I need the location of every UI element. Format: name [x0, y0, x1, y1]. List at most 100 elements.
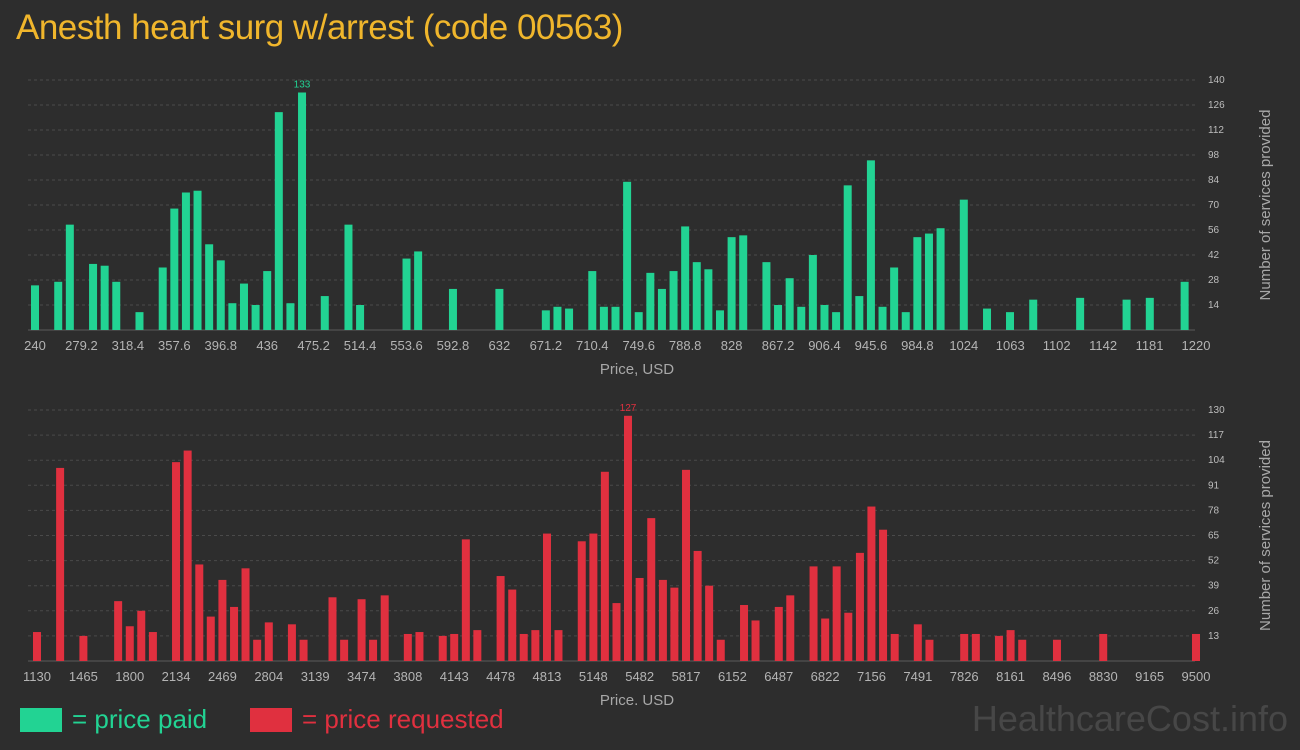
- x-tick-label: 514.4: [344, 338, 377, 353]
- bar: [112, 281, 121, 330]
- bar: [218, 579, 227, 661]
- x-tick-label: 632: [489, 338, 511, 353]
- bar: [751, 620, 760, 661]
- bar: [239, 283, 248, 330]
- bar: [170, 208, 179, 330]
- bar: [740, 605, 749, 661]
- bar: [1145, 297, 1154, 330]
- x-axis-label: Price, USD: [600, 361, 674, 378]
- bar: [634, 312, 643, 330]
- legend-requested-label: = price requested: [302, 704, 504, 734]
- x-tick-label: 6822: [811, 669, 840, 684]
- bar: [669, 271, 678, 330]
- x-tick-label: 7156: [857, 669, 886, 684]
- bar: [263, 271, 272, 330]
- x-tick-label: 1181: [1136, 338, 1164, 353]
- bar: [682, 469, 691, 661]
- bar: [693, 550, 702, 661]
- x-tick-label: 7491: [903, 669, 932, 684]
- y-tick-label: 52: [1208, 556, 1220, 567]
- x-tick-label: 5148: [579, 669, 608, 684]
- bar: [959, 199, 968, 330]
- bar: [727, 237, 736, 330]
- bar: [589, 533, 598, 661]
- bar: [599, 306, 608, 330]
- bar: [65, 224, 74, 330]
- y-tick-label: 104: [1208, 455, 1225, 466]
- bar: [56, 467, 65, 661]
- bar: [448, 288, 457, 330]
- bar: [31, 285, 39, 330]
- bar: [344, 224, 353, 330]
- bar: [542, 533, 551, 661]
- bar: [1099, 633, 1108, 661]
- peak-value-label: 127: [620, 403, 637, 414]
- bar: [519, 633, 528, 661]
- bar: [495, 288, 504, 330]
- bar: [299, 639, 308, 661]
- bar: [705, 585, 714, 661]
- x-tick-label: 1130: [23, 669, 51, 684]
- x-tick-label: 9165: [1135, 669, 1164, 684]
- x-tick-label: 984.8: [901, 338, 934, 353]
- bar: [228, 303, 237, 330]
- bar: [832, 566, 841, 661]
- bar: [1018, 639, 1027, 661]
- x-tick-label: 318.4: [112, 338, 145, 353]
- bar: [1192, 633, 1200, 661]
- bar: [79, 635, 88, 661]
- bar: [1006, 630, 1015, 661]
- bar: [786, 595, 795, 661]
- x-tick-label: 5482: [625, 669, 654, 684]
- y-tick-label: 42: [1208, 250, 1220, 261]
- x-tick-label: 592.8: [437, 338, 470, 353]
- y-tick-label: 140: [1208, 75, 1225, 86]
- bar: [135, 312, 144, 330]
- bar: [508, 589, 517, 661]
- bar: [356, 305, 365, 330]
- x-tick-label: 2134: [162, 669, 191, 684]
- bar: [450, 633, 459, 661]
- y-tick-label: 70: [1208, 200, 1220, 211]
- x-tick-label: 7826: [950, 669, 979, 684]
- x-tick-label: 2804: [254, 669, 283, 684]
- bar: [647, 518, 656, 661]
- bar: [623, 181, 632, 330]
- y-tick-label: 84: [1208, 175, 1220, 186]
- bar: [369, 639, 378, 661]
- x-tick-label: 788.8: [669, 338, 702, 353]
- bar: [287, 624, 296, 661]
- bar: [844, 612, 853, 661]
- bar: [1076, 297, 1085, 330]
- x-tick-label: 3139: [301, 669, 330, 684]
- page-title: Anesth heart surg w/arrest (code 00563): [16, 8, 623, 47]
- bar: [553, 306, 562, 330]
- legend-paid-label: = price paid: [72, 704, 208, 734]
- x-tick-label: 2469: [208, 669, 237, 684]
- bar: [867, 506, 876, 661]
- bar: [692, 262, 701, 330]
- legend-requested-swatch: [250, 707, 292, 732]
- bar: [183, 450, 192, 661]
- bar: [54, 281, 63, 330]
- bar: [403, 633, 412, 661]
- x-tick-label: 4478: [486, 669, 515, 684]
- x-tick-label: 867.2: [762, 338, 795, 353]
- x-tick-label: 8830: [1089, 669, 1118, 684]
- bar: [866, 160, 875, 330]
- bar: [611, 306, 620, 330]
- bar: [114, 601, 123, 661]
- bar: [415, 632, 424, 661]
- x-tick-label: 6487: [764, 669, 793, 684]
- bar: [762, 262, 771, 330]
- bar: [657, 288, 666, 330]
- bar: [298, 92, 307, 330]
- legend-price-requested: = price requested: [250, 704, 504, 735]
- bar: [1180, 281, 1189, 330]
- bar: [924, 233, 933, 330]
- bar: [890, 267, 899, 330]
- bar: [89, 263, 98, 330]
- bar: [774, 606, 783, 661]
- bar: [137, 610, 146, 661]
- bar: [808, 255, 817, 330]
